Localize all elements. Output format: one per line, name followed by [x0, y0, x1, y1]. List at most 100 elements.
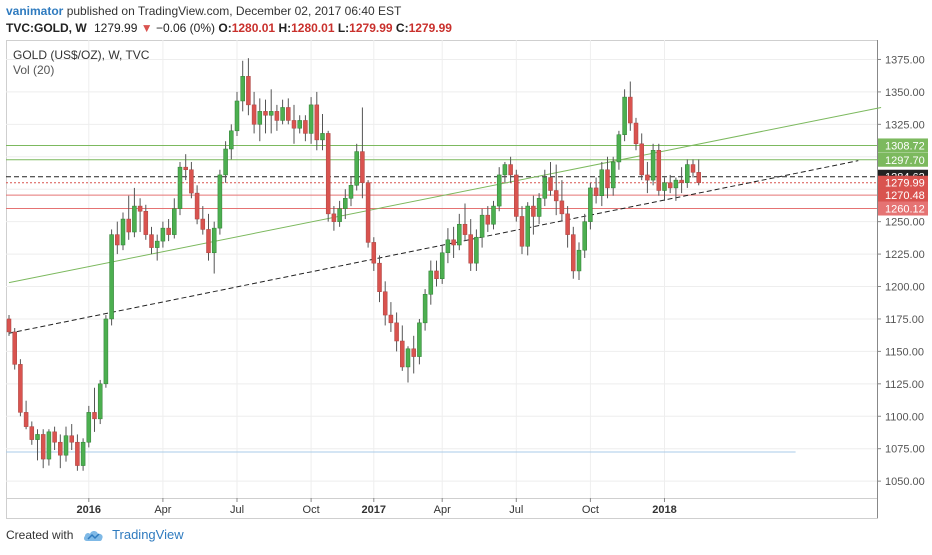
candle-body[interactable]: [508, 164, 513, 176]
candle-body[interactable]: [132, 205, 137, 233]
candle-body[interactable]: [80, 441, 86, 466]
candle-body[interactable]: [382, 291, 388, 316]
candle-body[interactable]: [177, 166, 183, 209]
candle-body[interactable]: [605, 169, 610, 189]
candle-body[interactable]: [645, 174, 650, 181]
candle-body[interactable]: [343, 198, 348, 209]
candle-body[interactable]: [115, 234, 120, 246]
candle-body[interactable]: [662, 182, 667, 191]
candle-body[interactable]: [457, 223, 462, 246]
candle-body[interactable]: [120, 218, 126, 246]
candle-body[interactable]: [63, 435, 69, 456]
candle-body[interactable]: [445, 239, 451, 254]
candle-body[interactable]: [325, 133, 331, 215]
candle-body[interactable]: [411, 348, 416, 357]
candle-body[interactable]: [234, 100, 240, 132]
candle-body[interactable]: [6, 318, 12, 333]
candle-body[interactable]: [246, 76, 251, 106]
candle-body[interactable]: [474, 236, 479, 264]
candle-body[interactable]: [97, 383, 103, 420]
candle-body[interactable]: [172, 208, 177, 235]
candle-body[interactable]: [451, 239, 456, 246]
candle-body[interactable]: [616, 134, 622, 163]
candle-body[interactable]: [525, 205, 530, 247]
candle-body[interactable]: [75, 441, 80, 466]
candle-body[interactable]: [593, 187, 599, 196]
candle-body[interactable]: [514, 174, 519, 217]
candle-body[interactable]: [348, 185, 354, 199]
candle-body[interactable]: [280, 107, 285, 121]
candle-body[interactable]: [263, 111, 268, 116]
candle-body[interactable]: [696, 172, 701, 183]
candle-body[interactable]: [371, 242, 377, 264]
candle-body[interactable]: [519, 216, 525, 247]
candle-body[interactable]: [360, 151, 365, 183]
candle-body[interactable]: [240, 76, 245, 102]
candle-body[interactable]: [479, 214, 485, 238]
candle-body[interactable]: [496, 174, 502, 207]
candle-body[interactable]: [559, 200, 565, 215]
candle-body[interactable]: [633, 122, 639, 145]
candle-body[interactable]: [531, 205, 536, 217]
candle-body[interactable]: [149, 234, 154, 248]
candle-body[interactable]: [46, 431, 52, 460]
candle-body[interactable]: [297, 120, 302, 129]
candle-body[interactable]: [194, 192, 200, 220]
candle-body[interactable]: [109, 234, 114, 320]
candle-body[interactable]: [126, 218, 131, 233]
candle-body[interactable]: [650, 150, 656, 181]
candle-body[interactable]: [588, 187, 593, 222]
author-name[interactable]: vanimator: [6, 4, 64, 18]
candle-body[interactable]: [673, 179, 679, 189]
candle-body[interactable]: [468, 234, 473, 264]
candle-body[interactable]: [58, 441, 63, 456]
candle-body[interactable]: [690, 164, 696, 173]
candle-body[interactable]: [291, 120, 297, 129]
candle-body[interactable]: [268, 111, 274, 116]
candle-body[interactable]: [52, 431, 57, 443]
candle-body[interactable]: [428, 270, 434, 295]
candle-body[interactable]: [251, 104, 257, 125]
candle-body[interactable]: [354, 151, 359, 186]
candle-body[interactable]: [536, 198, 542, 217]
candle-body[interactable]: [394, 322, 399, 342]
candle-body[interactable]: [29, 426, 35, 440]
tradingview-brand[interactable]: TradingView: [112, 527, 184, 542]
candle-body[interactable]: [388, 314, 394, 324]
candle-body[interactable]: [103, 318, 109, 385]
candle-body[interactable]: [92, 412, 97, 420]
candle-body[interactable]: [628, 96, 633, 124]
candle-body[interactable]: [308, 104, 314, 134]
candle-body[interactable]: [491, 205, 496, 225]
candle-body[interactable]: [257, 111, 263, 125]
candle-body[interactable]: [189, 169, 194, 194]
candle-body[interactable]: [18, 364, 23, 413]
candle-body[interactable]: [485, 214, 491, 225]
candle-body[interactable]: [656, 150, 662, 191]
candle-body[interactable]: [639, 143, 644, 176]
candle-body[interactable]: [679, 179, 684, 183]
candle-body[interactable]: [548, 177, 553, 191]
candle-body[interactable]: [229, 130, 234, 150]
candle-body[interactable]: [320, 133, 325, 141]
candle-body[interactable]: [206, 229, 211, 254]
candle-body[interactable]: [422, 294, 428, 324]
candle-body[interactable]: [434, 270, 439, 279]
candle-body[interactable]: [137, 205, 143, 212]
candle-body[interactable]: [166, 227, 171, 235]
candle-body[interactable]: [314, 104, 320, 141]
candle-body[interactable]: [331, 213, 337, 222]
candle-body[interactable]: [502, 164, 508, 176]
candle-body[interactable]: [553, 190, 559, 202]
candle-body[interactable]: [286, 107, 291, 121]
candle-body[interactable]: [685, 164, 690, 183]
candle-body[interactable]: [377, 262, 382, 292]
candle-body[interactable]: [439, 252, 445, 279]
candle-body[interactable]: [154, 240, 160, 248]
candle-body[interactable]: [23, 412, 29, 427]
candle-body[interactable]: [217, 174, 223, 229]
candle-body[interactable]: [417, 322, 422, 357]
candle-body[interactable]: [582, 221, 587, 251]
